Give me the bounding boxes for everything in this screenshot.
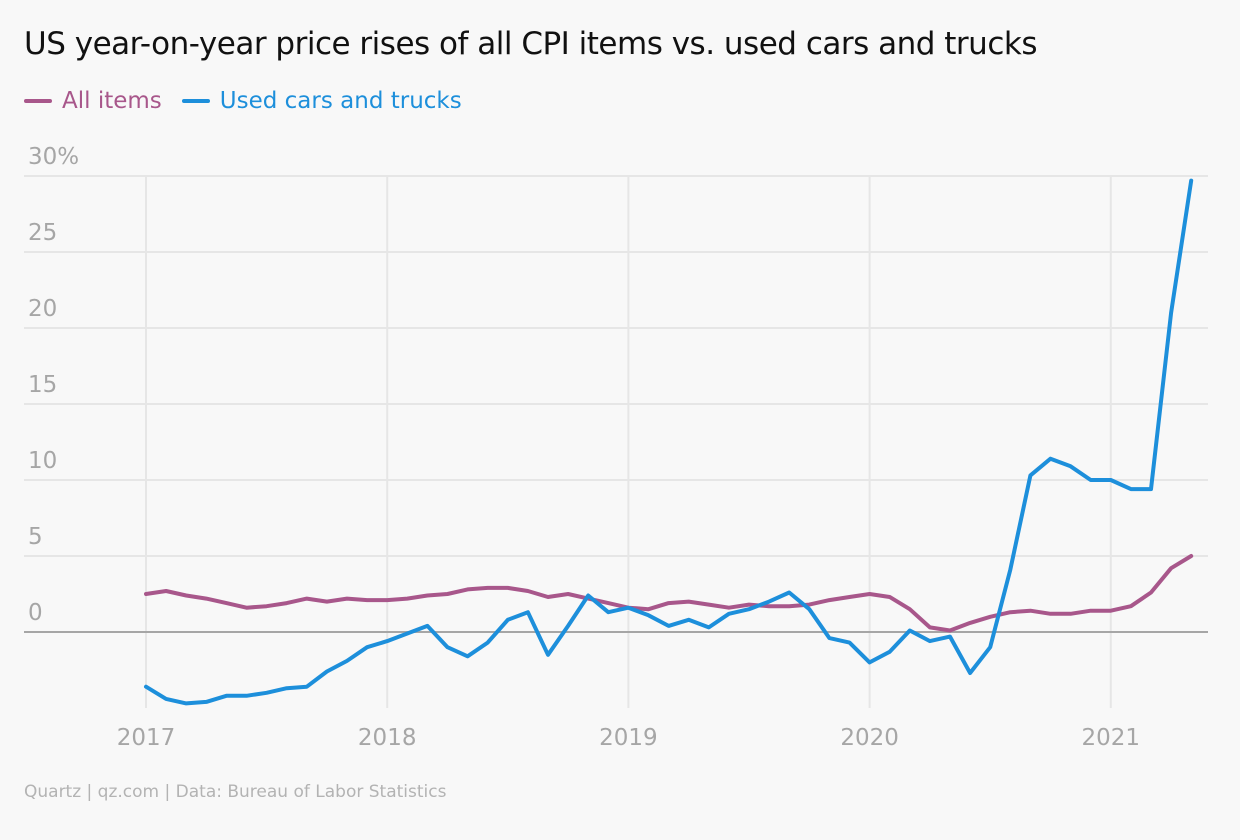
x-tick-label: 2019 [599, 725, 658, 751]
legend-item-used-cars: Used cars and trucks [181, 88, 462, 114]
legend-swatch-all-items [24, 99, 52, 103]
y-tick-label: 20 [28, 296, 57, 322]
y-tick-label: 15 [28, 372, 57, 398]
x-tick-label: 2020 [840, 725, 899, 751]
legend-swatch-used-cars [181, 99, 210, 103]
chart-title: US year-on-year price rises of all CPI i… [24, 26, 1037, 62]
x-tick-label: 2018 [358, 725, 417, 751]
legend-label-used-cars: Used cars and trucks [219, 88, 462, 114]
y-tick-label: 25 [28, 220, 57, 246]
source-note: Quartz | qz.com | Data: Bureau of Labor … [24, 782, 447, 802]
y-tick-label: 0 [28, 600, 43, 626]
y-tick-label: 10 [28, 448, 57, 474]
legend-label-all-items: All items [62, 88, 162, 114]
legend: All items Used cars and trucks [24, 88, 482, 114]
legend-item-all-items: All items [24, 88, 162, 114]
x-tick-label: 2017 [117, 725, 176, 751]
y-tick-label: 30% [28, 144, 79, 170]
series-line-all-items [144, 554, 1194, 633]
series-line-used-cars-and-trucks [144, 178, 1194, 706]
x-tick-label: 2021 [1082, 725, 1141, 751]
y-tick-label: 5 [28, 524, 43, 550]
